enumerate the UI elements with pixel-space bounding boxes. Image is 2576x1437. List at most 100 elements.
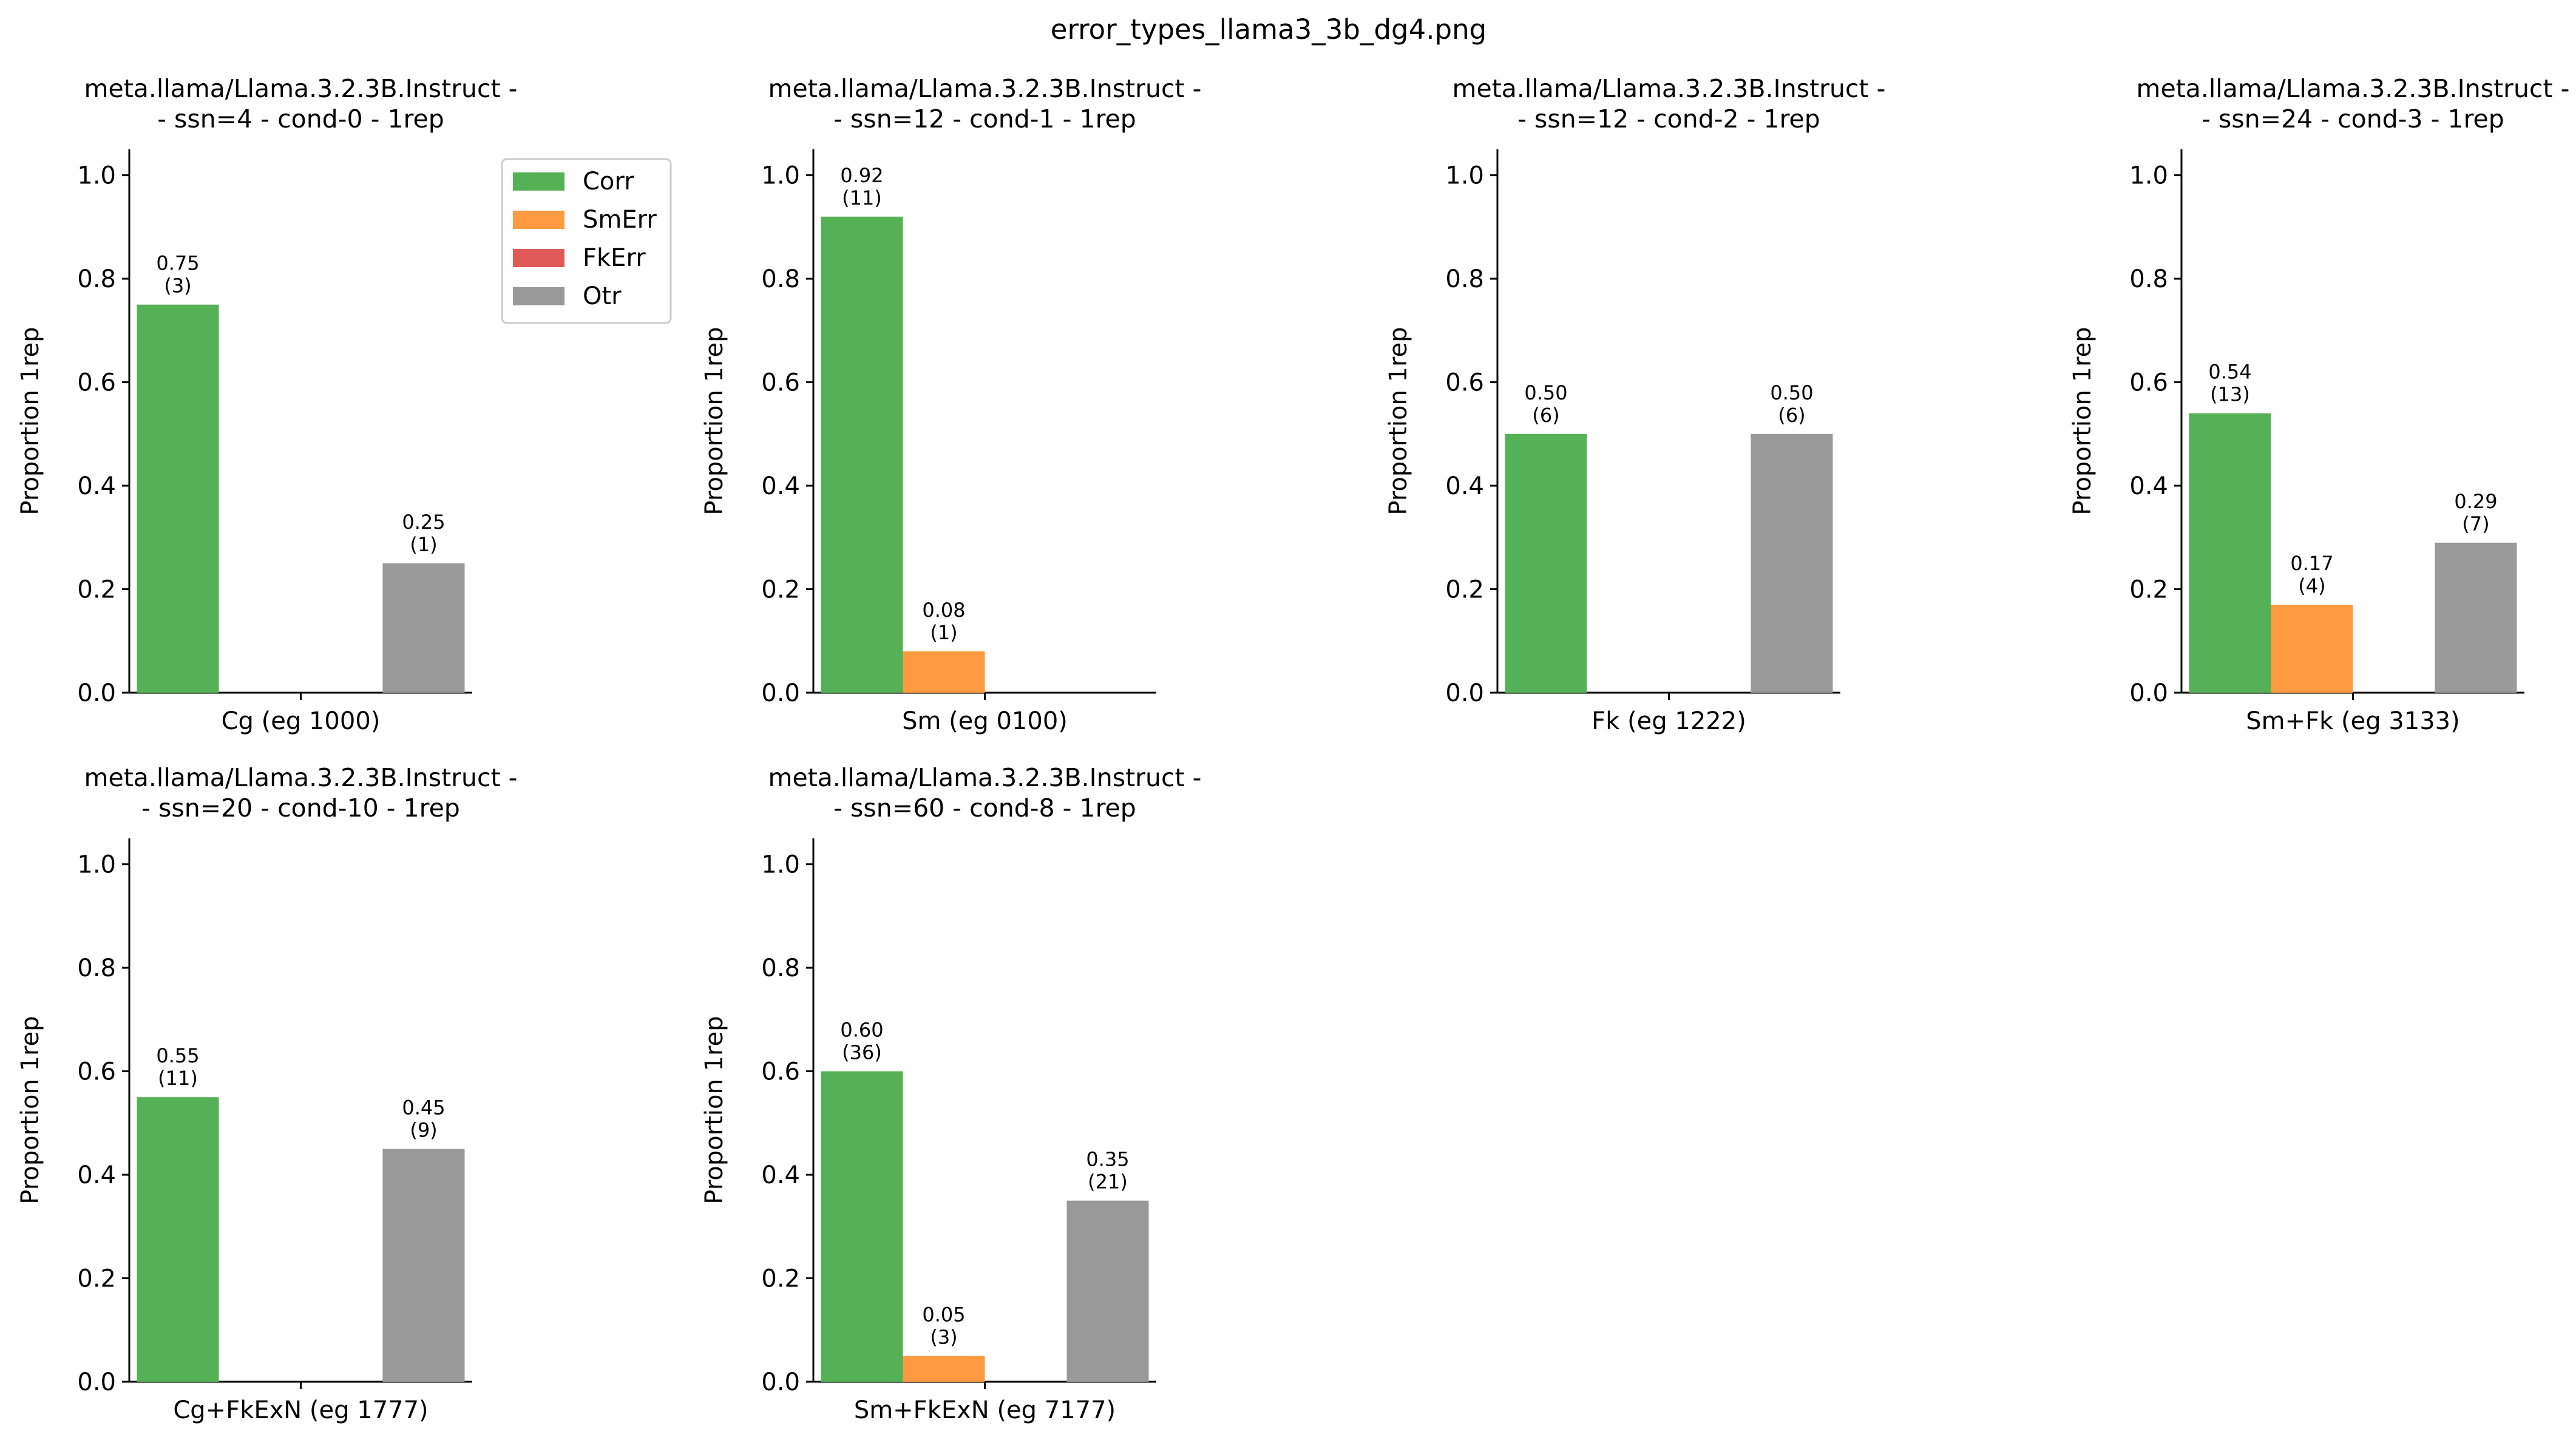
bar-corr — [821, 1071, 903, 1382]
panel-title: - ssn=20 - cond-10 - 1rep — [141, 793, 460, 823]
legend-label-smerr: SmErr — [583, 206, 657, 234]
bar-count-label: (9) — [410, 1118, 437, 1141]
bar-value-label: 0.55 — [156, 1044, 199, 1067]
bar-corr — [1505, 433, 1587, 693]
bar-value-label: 0.29 — [2454, 490, 2497, 513]
bar-corr — [137, 1097, 219, 1382]
bar-count-label: (1) — [930, 621, 957, 644]
bar-otr — [1066, 1200, 1149, 1382]
x-tick-label: Sm (eg 0100) — [902, 707, 1068, 735]
legend-label-fkerr: FkErr — [583, 244, 646, 272]
bar-value-label: 0.54 — [2208, 361, 2251, 384]
legend-swatch-corr — [513, 172, 564, 191]
bar-count-label: (6) — [1778, 404, 1805, 427]
y-tick-label: 0.6 — [1445, 369, 1484, 397]
y-tick-label: 0.6 — [2129, 369, 2168, 397]
panel-title: meta.llama/Llama.3.2.3B.Instruct - — [768, 74, 1202, 103]
bar-count-label: (7) — [2462, 512, 2489, 535]
y-tick-label: 0.4 — [1445, 472, 1484, 500]
bar-otr — [382, 563, 465, 693]
panel-title: - ssn=24 - cond-3 - 1rep — [2201, 104, 2504, 134]
y-tick-label: 0.0 — [1445, 679, 1484, 707]
bar-value-label: 0.50 — [1524, 381, 1567, 404]
bar-count-label: (3) — [930, 1325, 957, 1348]
y-tick-label: 0.2 — [761, 1265, 800, 1293]
bar-smerr — [903, 651, 985, 693]
bar-corr — [2189, 413, 2271, 693]
figure-title: error_types_llama3_3b_dg4.png — [1051, 13, 1486, 46]
x-tick-label: Fk (eg 1222) — [1591, 707, 1746, 735]
bar-otr — [382, 1149, 465, 1382]
y-tick-label: 0.8 — [77, 265, 116, 293]
panel-title: meta.llama/Llama.3.2.3B.Instruct - — [84, 74, 518, 103]
bar-value-label: 0.25 — [402, 511, 445, 534]
y-tick-label: 0.2 — [761, 576, 800, 604]
panel-5: meta.llama/Llama.3.2.3B.Instruct -- ssn=… — [16, 763, 517, 1424]
y-tick-label: 0.8 — [761, 954, 800, 982]
y-axis-label: Proportion 1rep — [1385, 327, 1412, 515]
x-tick-label: Sm+FkExN (eg 7177) — [854, 1396, 1116, 1424]
y-tick-label: 0.6 — [761, 369, 800, 397]
y-tick-label: 0.8 — [2129, 265, 2168, 293]
y-tick-label: 1.0 — [1445, 162, 1484, 190]
panel-title: meta.llama/Llama.3.2.3B.Instruct - — [84, 763, 518, 792]
panel-4: meta.llama/Llama.3.2.3B.Instruct -- ssn=… — [2069, 74, 2569, 735]
y-tick-label: 1.0 — [761, 162, 800, 190]
panel-title: meta.llama/Llama.3.2.3B.Instruct - — [768, 763, 1202, 792]
y-tick-label: 0.2 — [77, 1265, 116, 1293]
bar-count-label: (21) — [1088, 1170, 1128, 1194]
panel-title: - ssn=60 - cond-8 - 1rep — [833, 793, 1136, 823]
y-tick-label: 0.0 — [2129, 679, 2168, 707]
legend-swatch-fkerr — [513, 249, 564, 267]
y-axis-label: Proportion 1rep — [700, 1016, 728, 1204]
y-tick-label: 0.6 — [761, 1058, 800, 1086]
x-tick-label: Sm+Fk (eg 3133) — [2246, 707, 2459, 735]
bar-value-label: 0.08 — [922, 599, 965, 622]
y-tick-label: 0.2 — [77, 576, 116, 604]
legend-swatch-smerr — [513, 211, 564, 229]
y-tick-label: 0.8 — [761, 265, 800, 293]
bar-count-label: (11) — [842, 186, 882, 209]
bar-count-label: (13) — [2210, 383, 2250, 406]
y-tick-label: 0.2 — [2129, 576, 2168, 604]
bar-corr — [821, 216, 903, 693]
bar-count-label: (4) — [2298, 574, 2325, 597]
y-tick-label: 0.6 — [77, 1058, 116, 1086]
bar-count-label: (36) — [842, 1041, 882, 1064]
bar-smerr — [903, 1356, 985, 1382]
legend-label-corr: Corr — [583, 168, 634, 195]
panel-2: meta.llama/Llama.3.2.3B.Instruct -- ssn=… — [700, 74, 1201, 735]
y-tick-label: 0.0 — [77, 679, 116, 707]
y-tick-label: 0.4 — [761, 1161, 800, 1189]
bar-count-label: (1) — [410, 533, 437, 556]
panels: meta.llama/Llama.3.2.3B.Instruct -- ssn=… — [16, 74, 2569, 1424]
y-axis-label: Proportion 1rep — [16, 327, 44, 515]
panel-1: meta.llama/Llama.3.2.3B.Instruct -- ssn=… — [16, 74, 517, 735]
y-tick-label: 1.0 — [77, 162, 116, 190]
y-tick-label: 0.4 — [2129, 472, 2168, 500]
panel-title: meta.llama/Llama.3.2.3B.Instruct - — [2137, 74, 2570, 103]
bar-value-label: 0.60 — [840, 1019, 883, 1042]
panel-title: - ssn=4 - cond-0 - 1rep — [157, 104, 444, 134]
y-tick-label: 1.0 — [77, 851, 116, 879]
bar-value-label: 0.45 — [402, 1096, 445, 1119]
panel-6: meta.llama/Llama.3.2.3B.Instruct -- ssn=… — [700, 763, 1201, 1424]
y-tick-label: 1.0 — [2129, 162, 2168, 190]
legend-label-otr: Otr — [583, 282, 622, 310]
legend-box — [501, 158, 672, 324]
bar-smerr — [2271, 605, 2353, 693]
bar-otr — [2435, 542, 2517, 693]
panel-3: meta.llama/Llama.3.2.3B.Instruct -- ssn=… — [1385, 74, 1885, 735]
y-tick-label: 0.4 — [77, 472, 116, 500]
bar-count-label: (3) — [164, 274, 191, 297]
bar-count-label: (6) — [1532, 404, 1559, 427]
bar-value-label: 0.05 — [922, 1303, 965, 1326]
bar-corr — [137, 304, 219, 693]
bar-value-label: 0.35 — [1086, 1148, 1129, 1171]
y-tick-label: 0.0 — [761, 679, 800, 707]
bar-count-label: (11) — [158, 1067, 198, 1090]
y-tick-label: 0.8 — [77, 954, 116, 982]
bar-value-label: 0.17 — [2290, 552, 2333, 575]
y-axis-label: Proportion 1rep — [700, 327, 728, 515]
